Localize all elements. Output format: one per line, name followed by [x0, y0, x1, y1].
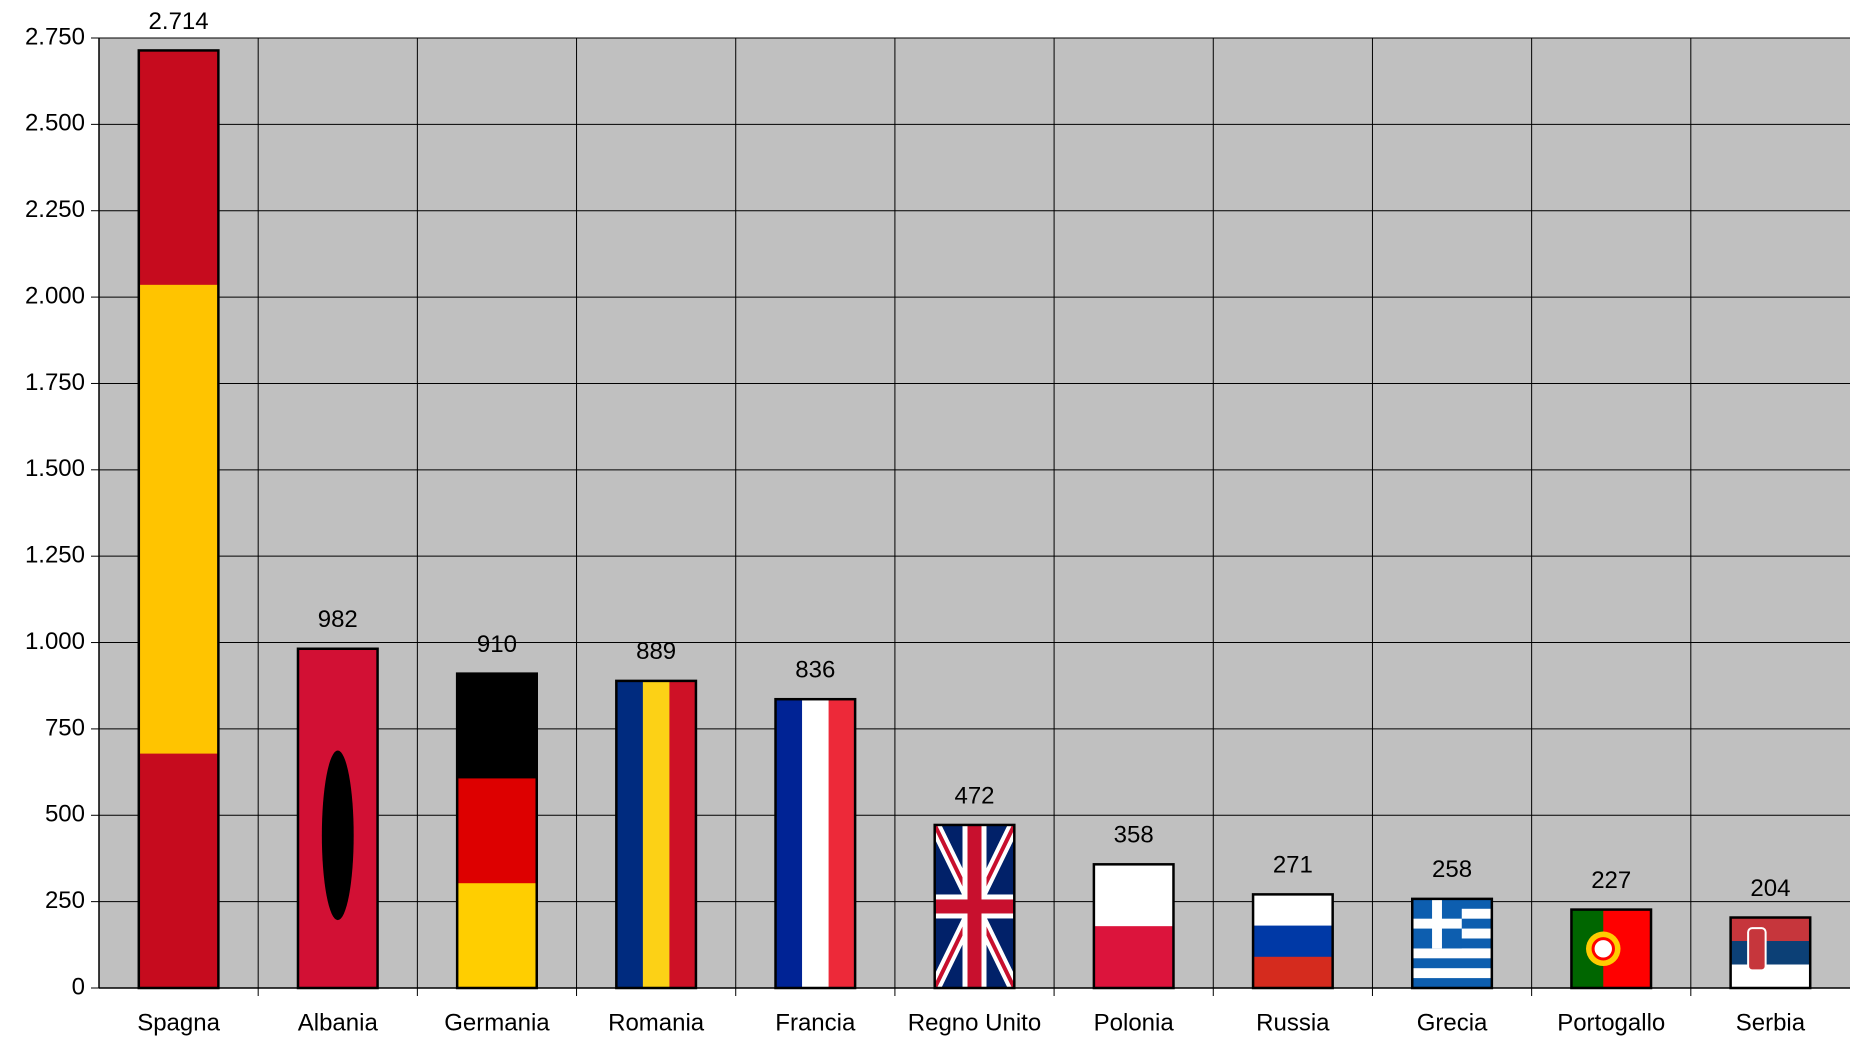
- x-tick-label: Regno Unito: [908, 1009, 1041, 1036]
- y-tick-label: 750: [45, 714, 85, 741]
- flag-cross: [967, 824, 982, 988]
- flag-stripe: [1093, 864, 1174, 927]
- y-tick-label: 250: [45, 887, 85, 914]
- flag-stripe: [457, 778, 537, 884]
- value-label: 271: [1273, 852, 1313, 879]
- bar: [296, 647, 379, 990]
- bar-flag: [1730, 917, 1811, 989]
- bar-flag: [1571, 909, 1652, 988]
- bar-flag: [138, 50, 219, 989]
- bar-flag: [297, 648, 378, 988]
- flag-stripe: [457, 883, 537, 988]
- bar-flag: [1253, 894, 1333, 989]
- flag-stripe: [775, 699, 803, 988]
- bar: [1092, 863, 1175, 990]
- bar-flag: [934, 824, 1015, 988]
- x-tick-label: Romania: [608, 1009, 705, 1036]
- y-tick-label: 1.250: [25, 542, 85, 569]
- y-tick-label: 2.000: [25, 282, 85, 309]
- value-label: 2.714: [149, 8, 209, 35]
- flag-stripe: [642, 680, 670, 988]
- flag-stripe: [1412, 958, 1492, 969]
- flag-stripe: [1412, 978, 1492, 989]
- flag-stripe: [1730, 917, 1811, 942]
- y-tick-label: 500: [45, 801, 85, 828]
- bar-flag: [1412, 898, 1492, 989]
- flag-stripe: [457, 673, 537, 779]
- bar: [774, 697, 857, 990]
- flag-stripe: [1253, 925, 1333, 958]
- bar-flag: [775, 699, 856, 988]
- y-tick-label: 2.500: [25, 110, 85, 137]
- value-label: 472: [954, 782, 994, 809]
- x-tick-label: Grecia: [1417, 1009, 1488, 1036]
- flag-stripe: [802, 699, 830, 988]
- flag-stripe: [616, 680, 644, 988]
- value-label: 358: [1114, 822, 1154, 849]
- flag-stripe: [1730, 964, 1811, 989]
- x-tick-label: Spagna: [137, 1009, 220, 1036]
- y-tick-label: 1.000: [25, 628, 85, 655]
- y-tick-label: 2.250: [25, 196, 85, 223]
- flag-emblem: [1591, 937, 1615, 961]
- y-tick-label: 0: [72, 973, 85, 1000]
- flag-stripe: [669, 680, 696, 988]
- x-tick-label: Russia: [1256, 1009, 1330, 1036]
- bar: [1570, 908, 1653, 990]
- value-label: 227: [1591, 867, 1631, 894]
- flag-stripe: [1412, 968, 1492, 979]
- flag-stripe: [1093, 926, 1174, 988]
- value-label: 204: [1750, 875, 1790, 902]
- x-tick-label: Albania: [298, 1009, 379, 1036]
- value-label: 889: [636, 638, 676, 665]
- x-tick-label: Germania: [444, 1009, 550, 1036]
- value-label: 258: [1432, 856, 1472, 883]
- bar: [1411, 897, 1494, 990]
- bar: [137, 49, 220, 990]
- flag-stripe: [1253, 894, 1333, 927]
- flag-stripe: [828, 699, 856, 988]
- y-tick-label: 2.750: [25, 23, 85, 50]
- flag-stripe: [138, 50, 219, 286]
- value-label: 836: [795, 657, 835, 684]
- bar: [1729, 916, 1812, 990]
- flag-stripe: [1253, 956, 1333, 989]
- bar-flag: [457, 673, 537, 988]
- bar: [933, 823, 1016, 990]
- flag-stripe: [138, 284, 219, 755]
- bar: [1251, 893, 1334, 990]
- bar: [615, 679, 698, 990]
- bar-flag: [1093, 864, 1174, 988]
- x-tick-label: Portogallo: [1557, 1009, 1665, 1036]
- y-tick-label: 1.500: [25, 455, 85, 482]
- x-tick-label: Francia: [775, 1009, 856, 1036]
- flag-stripe: [138, 753, 219, 989]
- flag-cross: [1432, 898, 1442, 949]
- flag-emblem: [1747, 927, 1767, 972]
- value-label: 910: [477, 631, 517, 658]
- x-tick-label: Serbia: [1736, 1009, 1806, 1036]
- y-tick-label: 1.750: [25, 369, 85, 396]
- bar: [455, 672, 538, 990]
- x-tick-label: Polonia: [1094, 1009, 1175, 1036]
- bar-flag: [616, 680, 696, 988]
- flag-emblem: [321, 750, 354, 921]
- flag-stripe: [1730, 941, 1811, 966]
- flag-stripe: [1412, 948, 1492, 959]
- value-label: 982: [318, 606, 358, 633]
